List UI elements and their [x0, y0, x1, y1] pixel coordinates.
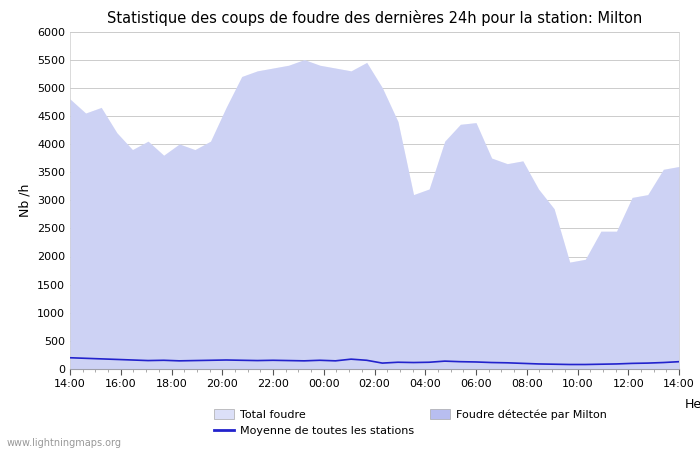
- Text: www.lightningmaps.org: www.lightningmaps.org: [7, 438, 122, 448]
- Text: Heure: Heure: [685, 398, 700, 411]
- Legend: Total foudre, Moyenne de toutes les stations, Foudre détectée par Milton: Total foudre, Moyenne de toutes les stat…: [209, 405, 611, 441]
- Y-axis label: Nb /h: Nb /h: [18, 184, 32, 217]
- Title: Statistique des coups de foudre des dernières 24h pour la station: Milton: Statistique des coups de foudre des dern…: [107, 10, 642, 26]
